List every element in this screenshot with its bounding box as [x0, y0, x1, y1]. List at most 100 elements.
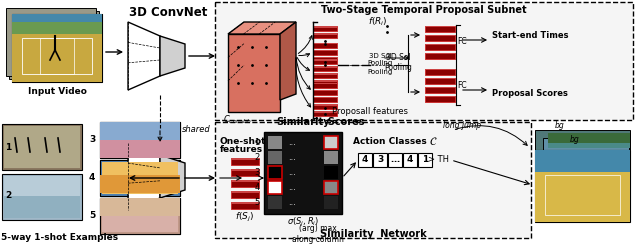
- Bar: [425, 52, 455, 59]
- Bar: [425, 34, 455, 41]
- Bar: [231, 202, 259, 209]
- Bar: [268, 181, 282, 194]
- Bar: [100, 198, 180, 234]
- Text: FC: FC: [457, 81, 467, 90]
- Bar: [324, 166, 338, 179]
- Bar: [268, 136, 282, 149]
- Text: ...: ...: [288, 153, 296, 162]
- Bar: [425, 26, 455, 31]
- Bar: [9, 11, 99, 79]
- Bar: [6, 8, 96, 76]
- Bar: [231, 180, 259, 182]
- Bar: [313, 42, 337, 44]
- Text: $f(S_j)$: $f(S_j)$: [236, 210, 255, 224]
- Bar: [418, 153, 432, 167]
- Bar: [535, 150, 630, 172]
- Bar: [102, 162, 178, 194]
- Bar: [545, 175, 620, 215]
- Bar: [545, 140, 630, 210]
- Bar: [268, 196, 282, 209]
- Bar: [313, 59, 337, 64]
- Bar: [425, 69, 455, 70]
- Text: 2: 2: [5, 191, 12, 200]
- Bar: [313, 26, 337, 31]
- Bar: [425, 95, 455, 102]
- Text: shared: shared: [182, 125, 211, 134]
- Bar: [313, 57, 337, 58]
- Text: Pooling: Pooling: [384, 62, 412, 71]
- Text: 3: 3: [377, 155, 383, 164]
- Bar: [548, 133, 630, 201]
- Bar: [268, 166, 282, 179]
- Bar: [313, 80, 337, 81]
- Polygon shape: [160, 155, 185, 198]
- Bar: [231, 202, 259, 204]
- Bar: [324, 136, 338, 149]
- Text: 4: 4: [254, 183, 260, 192]
- Bar: [543, 138, 629, 210]
- Text: $\mathcal{C}$: $\mathcal{C}$: [429, 135, 437, 147]
- Text: 4: 4: [89, 173, 95, 183]
- Bar: [313, 50, 337, 51]
- Bar: [425, 34, 455, 36]
- Bar: [548, 133, 630, 143]
- Text: (arg) max
along column: (arg) max along column: [292, 224, 344, 244]
- Bar: [228, 34, 280, 112]
- Bar: [313, 42, 337, 48]
- Bar: [100, 140, 180, 158]
- Bar: [12, 14, 102, 82]
- Bar: [425, 87, 455, 88]
- Text: …: …: [390, 155, 399, 164]
- Text: ...: ...: [288, 168, 296, 177]
- Bar: [313, 104, 337, 105]
- Bar: [324, 151, 338, 164]
- Text: Proposal Scores: Proposal Scores: [492, 90, 568, 99]
- Bar: [12, 14, 102, 34]
- Bar: [313, 96, 337, 102]
- Bar: [12, 14, 102, 82]
- Bar: [40, 38, 74, 74]
- Text: $C_{convbb}$: $C_{convbb}$: [223, 114, 253, 126]
- Bar: [313, 57, 337, 61]
- Text: $\sigma(S_j, R_i)$: $\sigma(S_j, R_i)$: [287, 215, 319, 229]
- Text: 3D ConvNet: 3D ConvNet: [129, 7, 207, 20]
- Text: Two-Stage Temporal Proposal Subnet: Two-Stage Temporal Proposal Subnet: [321, 5, 527, 15]
- Bar: [231, 180, 259, 187]
- Text: 1: 1: [422, 155, 428, 164]
- Bar: [313, 111, 337, 116]
- Bar: [313, 26, 337, 28]
- Bar: [268, 166, 282, 179]
- Bar: [425, 43, 455, 45]
- Bar: [313, 104, 337, 109]
- Bar: [231, 158, 259, 165]
- Bar: [215, 2, 633, 120]
- Bar: [425, 52, 455, 54]
- Bar: [4, 176, 80, 218]
- Text: Similarity  Network: Similarity Network: [319, 229, 426, 239]
- Bar: [313, 59, 337, 61]
- Bar: [231, 191, 259, 193]
- Text: 2: 2: [254, 153, 260, 162]
- Text: 5: 5: [89, 212, 95, 221]
- Bar: [100, 175, 180, 193]
- Text: ProposalⅠ features: ProposalⅠ features: [332, 108, 408, 116]
- Bar: [313, 82, 337, 88]
- Text: 4: 4: [362, 155, 368, 164]
- Bar: [12, 34, 102, 82]
- Bar: [388, 153, 402, 167]
- Bar: [358, 153, 372, 167]
- Text: 5-way 1-shot Examples: 5-way 1-shot Examples: [1, 233, 118, 242]
- Polygon shape: [280, 22, 296, 100]
- Bar: [313, 33, 337, 38]
- Bar: [535, 172, 630, 222]
- Polygon shape: [228, 22, 296, 34]
- Text: ...: ...: [288, 183, 296, 192]
- Bar: [100, 160, 180, 196]
- Text: 3D Sol
Pooling: 3D Sol Pooling: [367, 53, 392, 67]
- Polygon shape: [128, 143, 160, 210]
- Text: Scores: Scores: [321, 117, 365, 127]
- Bar: [324, 136, 338, 149]
- Bar: [548, 143, 630, 148]
- Bar: [268, 151, 282, 164]
- Text: 1: 1: [254, 138, 260, 147]
